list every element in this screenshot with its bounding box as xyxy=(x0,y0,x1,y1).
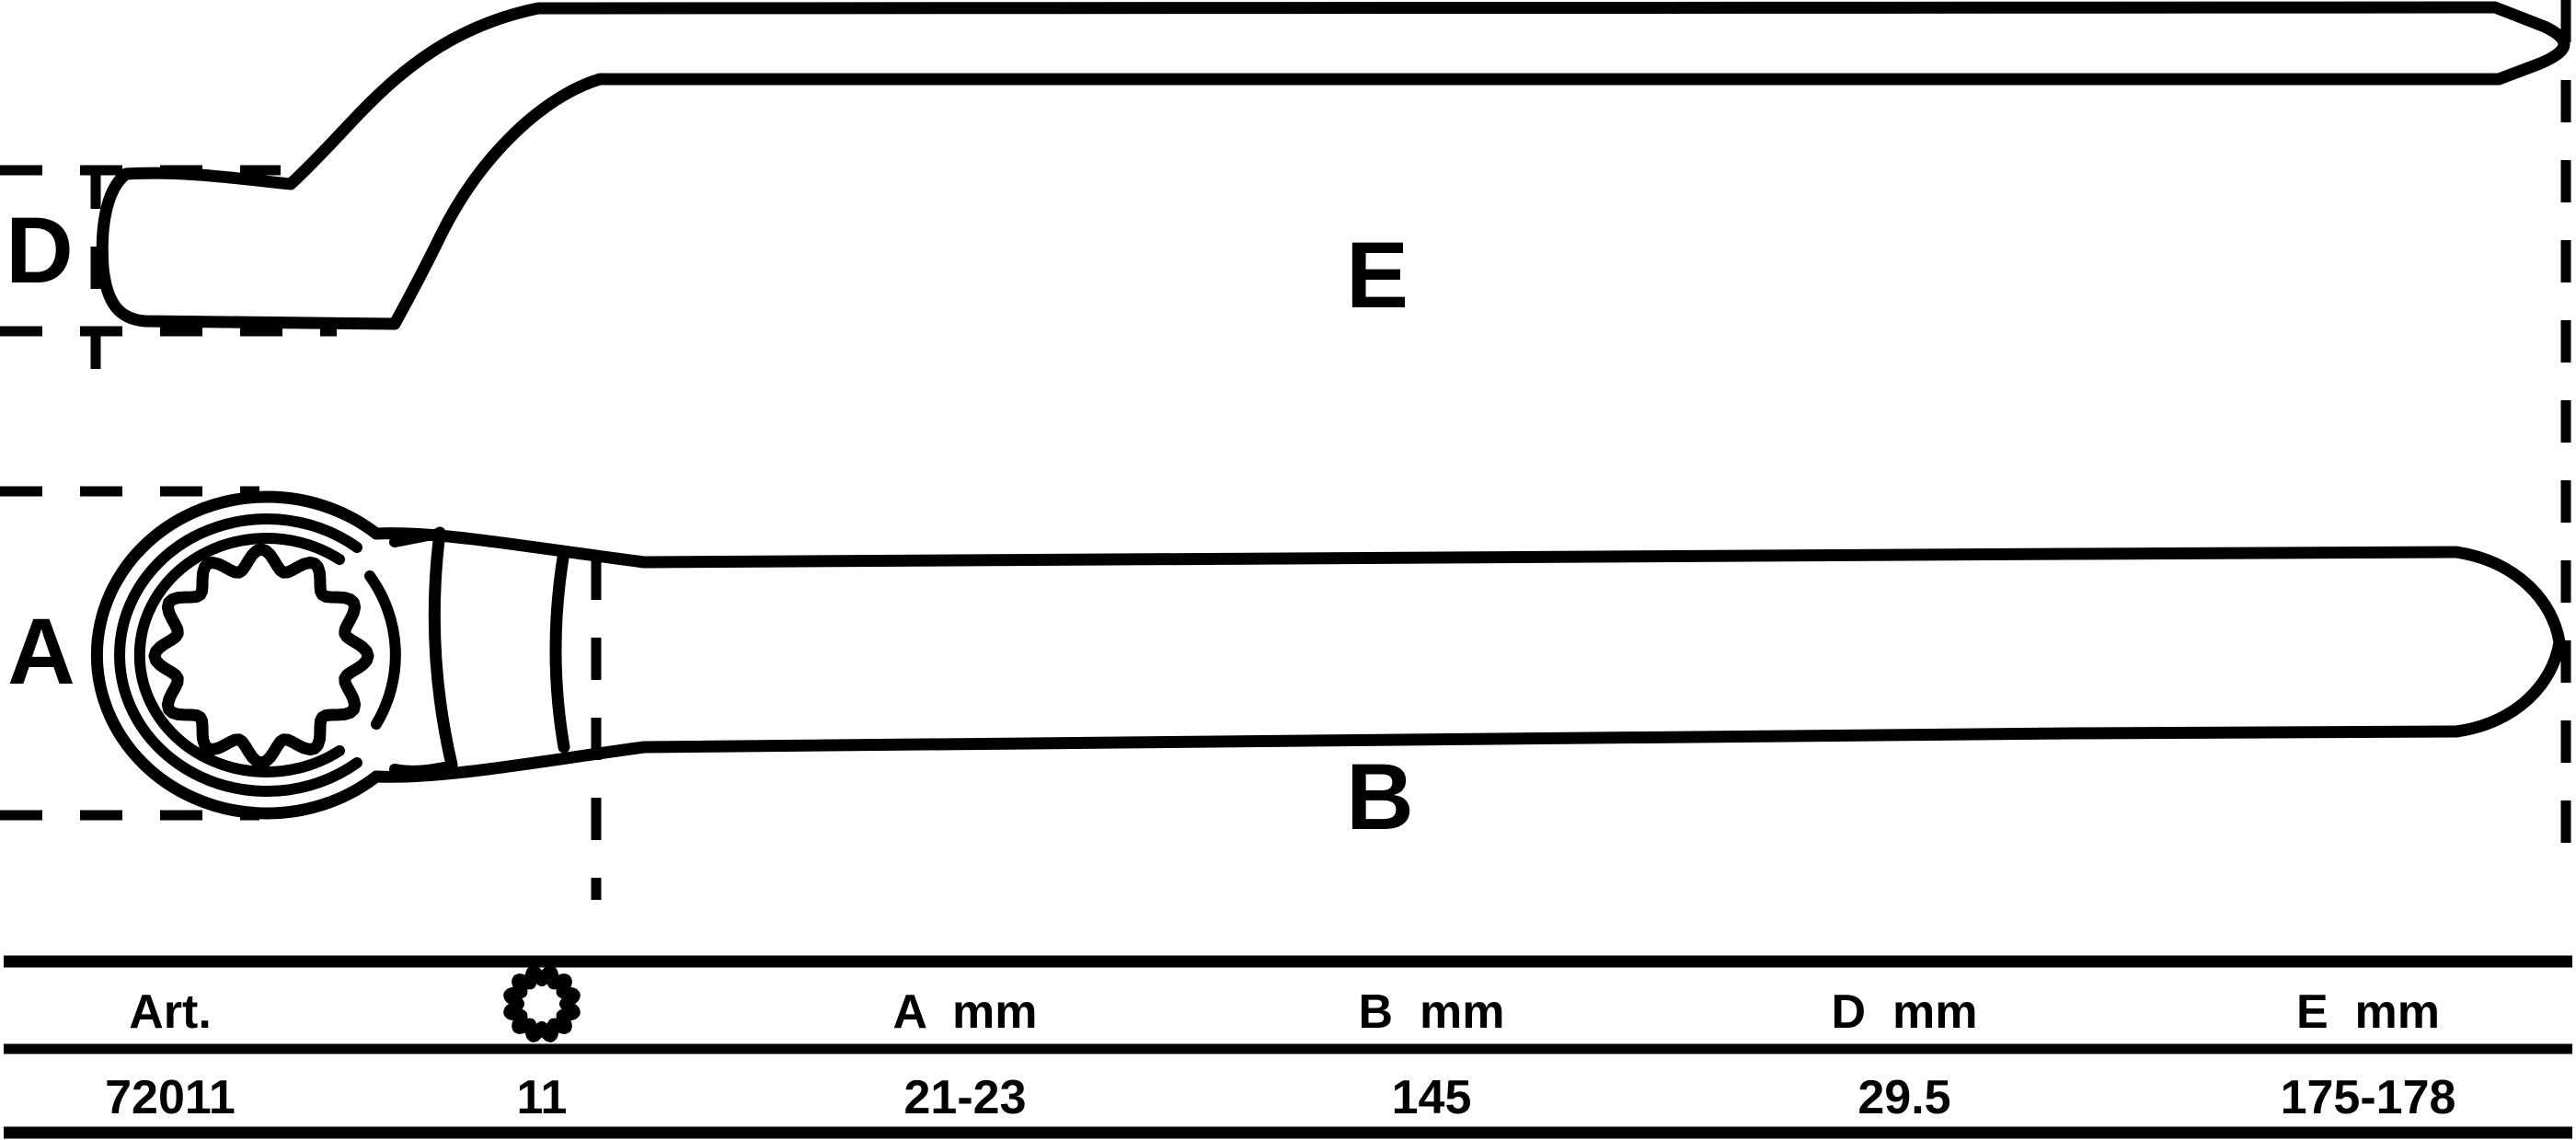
value-a-mm: 21-23 xyxy=(904,1071,1027,1124)
spline-12pt-icon xyxy=(503,965,581,1042)
dimension-label-e: E xyxy=(1346,223,1409,328)
dimension-label-d: D xyxy=(6,198,74,303)
dimension-label-b: B xyxy=(1346,744,1414,849)
neck-seam-lower xyxy=(389,761,454,777)
spec-table: Art. A mm B mm D mm E mm 72011 11 21-23 … xyxy=(4,955,2572,1139)
col-header-e-mm: E mm xyxy=(2296,985,2440,1039)
top-view-handle-outline xyxy=(370,527,2566,783)
neck-divider-line-1 xyxy=(428,526,458,771)
value-b-mm: 145 xyxy=(1392,1071,1472,1124)
col-header-d-mm: D mm xyxy=(1832,985,1978,1039)
col-header-a-mm: A mm xyxy=(893,985,1038,1039)
ring-insulation-line-3 xyxy=(133,533,345,777)
value-e-mm: 175-178 xyxy=(2281,1071,2456,1124)
value-d-mm: 29.5 xyxy=(1857,1071,1950,1124)
value-size: 11 xyxy=(517,1071,568,1124)
ring-outer-outline xyxy=(90,490,383,820)
col-header-b-mm: B mm xyxy=(1359,985,1505,1039)
side-view-wrench-outline xyxy=(96,1,2570,330)
neck-divider-line-2 xyxy=(549,546,570,754)
top-view-drawing: A B xyxy=(0,486,2566,900)
ring-insulation-line-2 xyxy=(114,513,362,797)
bore-chamfer-arc xyxy=(364,570,401,730)
ring-bore-12pt-profile xyxy=(148,543,374,769)
dimension-label-a: A xyxy=(7,599,75,704)
col-header-art: Art. xyxy=(129,985,212,1039)
side-view-drawing: D E xyxy=(0,1,2570,381)
value-art-no: 72011 xyxy=(105,1071,236,1124)
